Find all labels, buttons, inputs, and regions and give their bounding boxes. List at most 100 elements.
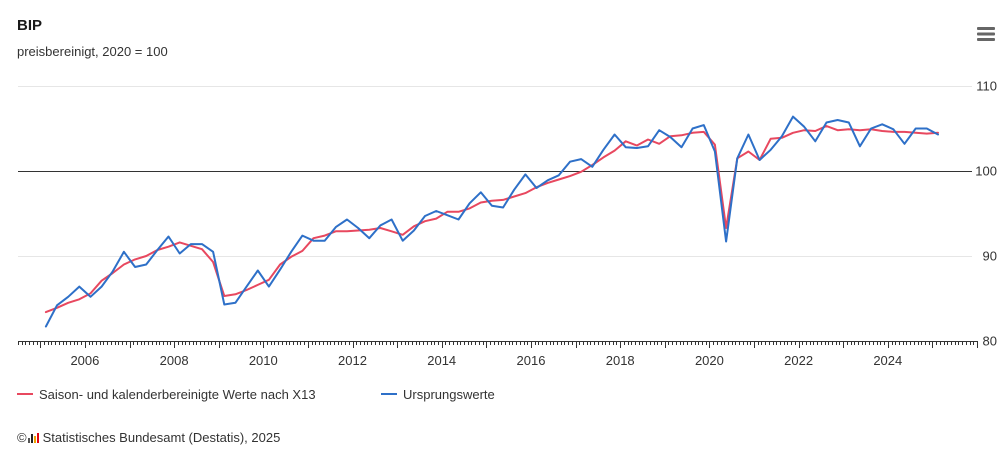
original-series-point[interactable] [466,199,474,207]
adjusted-series-point[interactable] [176,238,184,246]
chart-menu-button[interactable] [976,26,996,42]
original-series-point[interactable] [254,267,262,275]
original-series-point[interactable] [655,126,663,134]
original-series-point[interactable] [555,171,563,179]
original-series-point[interactable] [499,204,507,212]
adjusted-series-point[interactable] [678,131,686,139]
adjusted-series-point[interactable] [343,227,351,235]
original-series-point[interactable] [811,137,819,145]
adjusted-series-point[interactable] [577,168,585,176]
original-series-point[interactable] [165,233,173,241]
original-series-point[interactable] [477,188,485,196]
adjusted-series-point[interactable] [521,189,529,197]
adjusted-series-point[interactable] [811,127,819,135]
original-series-point[interactable] [343,216,351,224]
original-series-point[interactable] [622,143,630,151]
adjusted-series-point[interactable] [789,129,797,137]
original-series-point[interactable] [666,133,674,141]
original-series-point[interactable] [53,301,61,309]
original-series-point[interactable] [577,155,585,163]
original-series-point[interactable] [421,212,429,220]
original-series-point[interactable] [778,132,786,140]
original-series-point[interactable] [867,125,875,133]
original-series-point[interactable] [789,113,797,121]
original-series-point[interactable] [75,283,83,291]
original-series-point[interactable] [265,283,273,291]
original-series-point[interactable] [521,170,529,178]
original-series-point[interactable] [209,248,217,256]
original-series-point[interactable] [98,283,106,291]
original-series-point[interactable] [455,216,463,224]
original-series-point[interactable] [722,238,730,246]
original-series-point[interactable] [287,248,295,256]
adjusted-series-point[interactable] [901,128,909,136]
original-series-point[interactable] [834,116,842,124]
original-series-point[interactable] [142,261,150,269]
adjusted-series-point[interactable] [42,308,50,316]
adjusted-series-point[interactable] [75,295,83,303]
original-series-point[interactable] [566,158,574,166]
adjusted-series-point[interactable] [655,140,663,148]
original-series-point[interactable] [823,119,831,127]
original-series-point[interactable] [800,123,808,131]
adjusted-series-point[interactable] [566,172,574,180]
original-series-point[interactable] [87,293,95,301]
original-series-point[interactable] [733,154,741,162]
original-series-point[interactable] [321,237,329,245]
adjusted-series-point[interactable] [388,227,396,235]
adjusted-series-point[interactable] [120,261,128,269]
original-series-point[interactable] [231,299,239,307]
original-series-point[interactable] [120,248,128,256]
adjusted-series-point[interactable] [477,199,485,207]
original-series-point[interactable] [588,163,596,171]
original-series-point[interactable] [533,184,541,192]
original-series-point[interactable] [388,216,396,224]
original-series-point[interactable] [399,237,407,245]
original-series-point[interactable] [901,140,909,148]
original-series-point[interactable] [700,121,708,129]
original-series-point[interactable] [711,148,719,156]
adjusted-series-line[interactable] [44,125,939,314]
original-series-point[interactable] [878,120,886,128]
original-series-point[interactable] [176,250,184,258]
adjusted-series-point[interactable] [744,148,752,156]
adjusted-series-point[interactable] [298,247,306,255]
adjusted-series-point[interactable] [165,243,173,251]
original-series-point[interactable] [756,156,764,164]
original-series-point[interactable] [689,125,697,133]
legend-item-adjusted[interactable]: Saison- und kalenderbereinigte Werte nac… [17,386,316,402]
original-series-point[interactable] [365,234,373,242]
adjusted-series-point[interactable] [254,281,262,289]
original-series-point[interactable] [220,301,228,309]
original-series-point[interactable] [912,125,920,133]
original-series-point[interactable] [198,240,206,248]
original-series-point[interactable] [934,131,942,139]
original-series-point[interactable] [845,119,853,127]
original-series-point[interactable] [310,237,318,245]
original-series-point[interactable] [187,240,195,248]
original-series-point[interactable] [131,263,139,271]
original-series-point[interactable] [109,267,117,275]
original-series-line[interactable] [44,115,939,328]
original-series-point[interactable] [767,146,775,154]
original-series-point[interactable] [744,131,752,139]
original-series-point[interactable] [544,176,552,184]
original-series-point[interactable] [633,144,641,152]
credits-link[interactable]: © Statistisches Bundesamt (Destatis), 20… [17,429,280,446]
original-series-point[interactable] [678,143,686,151]
original-series-point[interactable] [332,223,340,231]
original-series-point[interactable] [243,283,251,291]
original-series-point[interactable] [42,323,50,331]
adjusted-series-point[interactable] [834,126,842,134]
original-series-point[interactable] [889,125,897,133]
original-series-point[interactable] [276,266,284,274]
adjusted-series-point[interactable] [856,126,864,134]
adjusted-series-point[interactable] [432,215,440,223]
adjusted-series-point[interactable] [142,252,150,260]
adjusted-series-point[interactable] [611,147,619,155]
original-series-point[interactable] [923,125,931,133]
original-series-point[interactable] [376,221,384,229]
original-series-point[interactable] [443,211,451,219]
original-series-point[interactable] [410,227,418,235]
original-series-point[interactable] [644,142,652,150]
